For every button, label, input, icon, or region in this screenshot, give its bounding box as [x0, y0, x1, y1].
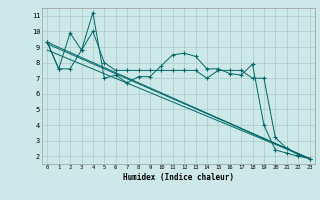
- X-axis label: Humidex (Indice chaleur): Humidex (Indice chaleur): [123, 173, 234, 182]
